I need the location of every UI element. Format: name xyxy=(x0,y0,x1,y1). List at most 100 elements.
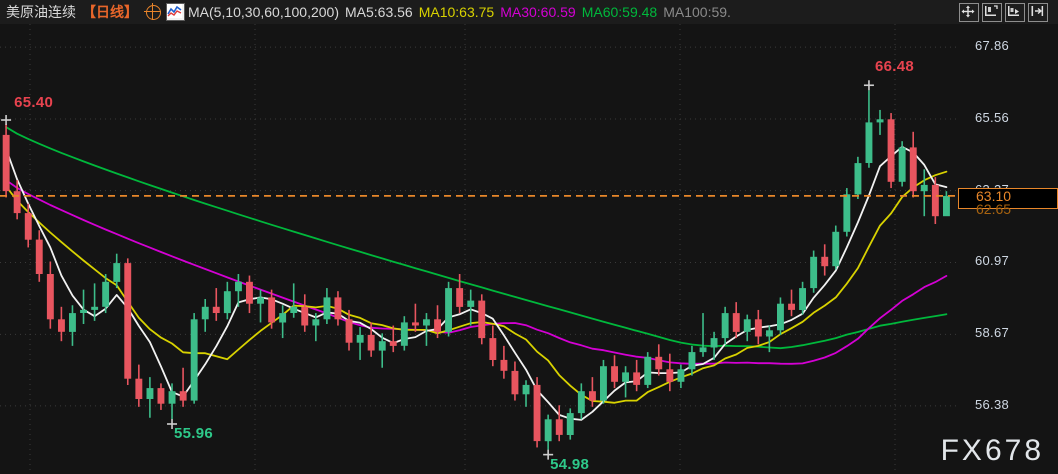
ma5-line xyxy=(5,145,948,421)
current-price-value: 63.10 xyxy=(976,187,1012,204)
candle-body xyxy=(456,288,464,307)
candle-body xyxy=(600,366,607,401)
low-left-annotation: 55.96 xyxy=(174,425,214,442)
price-tick: 60.97 xyxy=(975,253,1010,269)
symbol-label: 美原油连续 xyxy=(6,4,76,20)
candle-body xyxy=(577,391,585,414)
candle-body xyxy=(854,163,862,195)
candle-body xyxy=(832,231,840,267)
candle-body xyxy=(168,391,176,404)
high-left-annotation: 65.40 xyxy=(14,94,54,111)
candle-body xyxy=(766,330,773,337)
ma5-value: MA5:63.56 xyxy=(345,4,413,20)
chart-header: 美原油连续 【日线】 MA(5,10,30,60,100,200) MA5:63… xyxy=(0,0,1058,24)
candle-body xyxy=(323,297,331,320)
candle-body xyxy=(389,341,397,346)
candle-body xyxy=(400,322,408,346)
candle-body xyxy=(257,297,264,304)
candle-body xyxy=(356,334,364,343)
candle-body xyxy=(467,300,475,307)
candle-body xyxy=(732,313,740,332)
candle-body xyxy=(268,297,276,323)
candle-body xyxy=(788,303,795,310)
period-label: 【日线】 xyxy=(82,4,138,20)
session-low-marker xyxy=(167,419,178,429)
grid-lines xyxy=(0,24,958,474)
candle-body xyxy=(135,378,143,399)
current-price-badge[interactable]: 63.10 62.65 xyxy=(958,187,1058,217)
candle-body xyxy=(644,356,652,385)
moving-average-lines xyxy=(5,126,948,421)
candle-body xyxy=(201,306,209,320)
candle-body xyxy=(887,119,895,182)
price-tick: 65.56 xyxy=(975,110,1010,125)
candle-body xyxy=(445,288,452,332)
candle-body xyxy=(522,384,530,395)
ma30-line xyxy=(5,179,948,365)
candle-body xyxy=(611,366,618,382)
candle-body xyxy=(334,297,342,320)
candle-body xyxy=(24,213,32,240)
high-right-annotation: 66.48 xyxy=(874,58,914,76)
candle-body xyxy=(312,319,320,326)
candle-body xyxy=(434,319,441,332)
candle-body xyxy=(345,319,353,343)
candle-body xyxy=(721,313,729,339)
candle-body xyxy=(876,119,884,123)
candle-body xyxy=(699,347,707,353)
candle-body xyxy=(223,291,231,314)
ma10-value: MA10:63.75 xyxy=(418,4,495,20)
ma60-value: MA60:59.48 xyxy=(581,4,658,20)
candle-body xyxy=(622,372,629,382)
ma10-line xyxy=(5,170,948,404)
high-marker xyxy=(863,80,874,91)
candle-body xyxy=(511,370,519,395)
candle-body xyxy=(190,319,198,401)
mini-chart-icon[interactable] xyxy=(166,3,185,21)
candle-body xyxy=(810,256,818,289)
move-crosshair-icon[interactable] xyxy=(959,3,979,22)
candle-body xyxy=(113,263,121,282)
candle-body xyxy=(754,319,762,337)
candle-body xyxy=(931,184,939,217)
candle-body xyxy=(2,134,10,192)
candle-body xyxy=(146,388,154,399)
ma-config-label: MA(5,10,30,60,100,200) xyxy=(188,4,339,20)
candle-body xyxy=(799,288,806,310)
watermark-label: FX678 xyxy=(940,434,1044,467)
candle-body xyxy=(710,338,718,348)
candle-body xyxy=(898,147,906,182)
candle-body xyxy=(633,372,641,385)
price-tick: 67.86 xyxy=(975,38,1010,54)
zoom-right-axis-icon[interactable] xyxy=(1005,3,1025,22)
candle-body xyxy=(157,388,165,404)
candle-body xyxy=(412,322,419,326)
candle-body xyxy=(865,122,873,163)
candle-body xyxy=(290,306,298,313)
candle-body xyxy=(235,281,242,292)
chart-canvas xyxy=(0,24,958,474)
candle-body xyxy=(555,419,563,435)
candle-body xyxy=(677,369,685,382)
candle-body xyxy=(821,256,829,267)
candles xyxy=(2,90,950,450)
candle-body xyxy=(102,281,110,307)
low-marker xyxy=(543,449,554,460)
price-tick: 58.67 xyxy=(975,325,1010,341)
candle-body xyxy=(478,300,486,339)
zoom-left-axis-icon[interactable] xyxy=(982,3,1002,22)
crosshair-target-icon[interactable] xyxy=(144,2,161,20)
candle-body xyxy=(544,419,552,442)
ma30-value: MA30:60.59 xyxy=(500,4,576,20)
candle-body xyxy=(423,319,430,326)
shift-right-icon[interactable] xyxy=(1028,3,1048,22)
candle-body xyxy=(378,341,386,351)
candle-body xyxy=(666,369,674,382)
candlestick-plot[interactable] xyxy=(0,24,958,474)
candle-body xyxy=(655,356,663,370)
candle-body xyxy=(46,274,54,320)
candle-body xyxy=(13,191,21,214)
candle-body xyxy=(80,309,87,313)
